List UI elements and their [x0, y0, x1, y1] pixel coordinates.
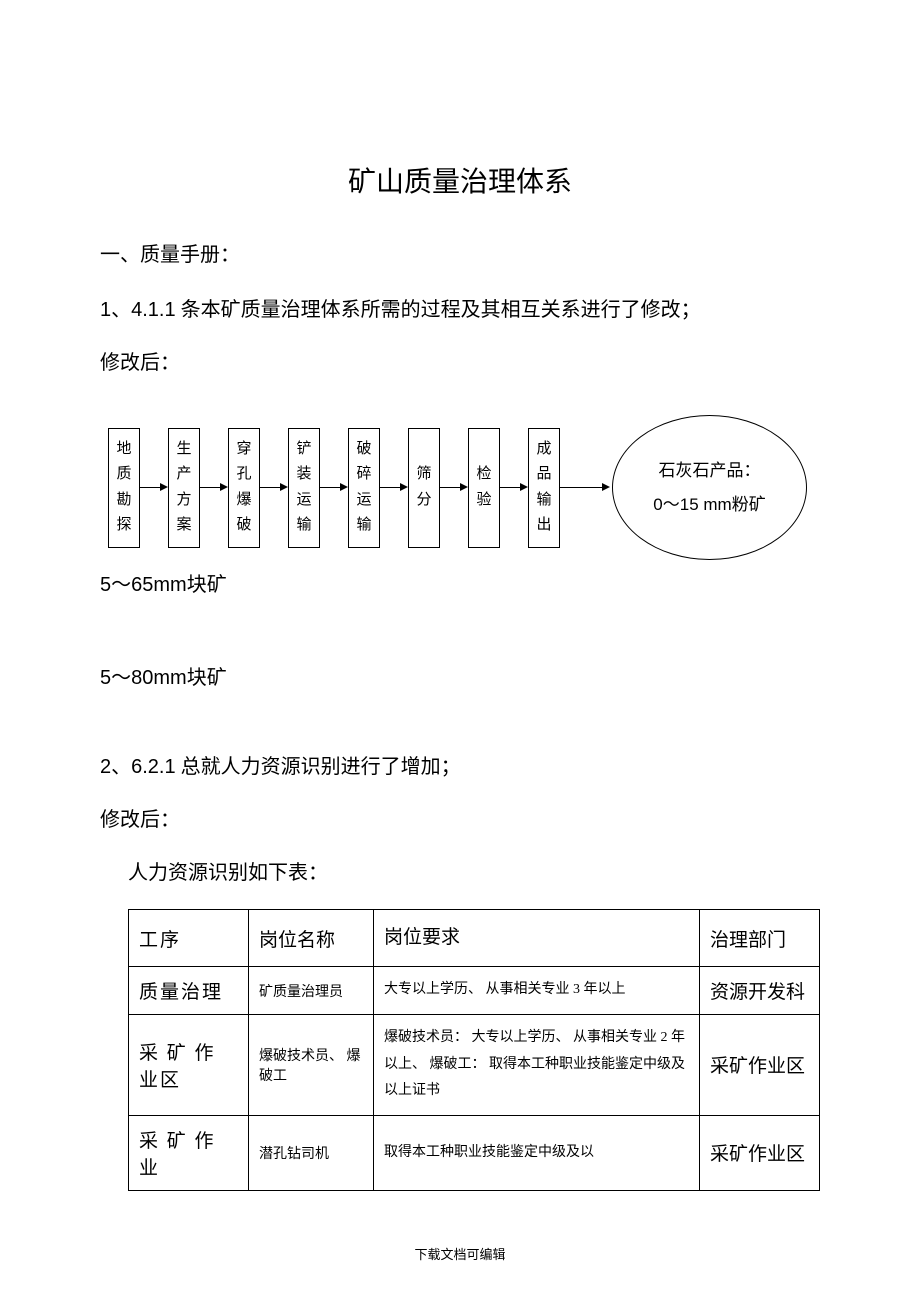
page-title: 矿山质量治理体系: [100, 160, 820, 200]
item-1-prefix: 1、: [100, 299, 131, 321]
th-position: 岗位名称: [249, 910, 374, 967]
cell-department: 采矿作业区: [700, 1115, 820, 1190]
table-header-row: 工序 岗位名称 岗位要求 治理部门: [129, 910, 820, 967]
cell-requirement: 爆破技术员： 大专以上学历、 从事相关专业 2 年以上、 爆破工： 取得本工种职…: [374, 1015, 700, 1116]
item-1-line: 1、4.1.1 条本矿质量治理体系所需的过程及其相互关系进行了修改；: [100, 293, 820, 322]
flow-box-7: 检验: [468, 428, 500, 548]
hr-table: 工序 岗位名称 岗位要求 治理部门 质量治理 矿质量治理员 大专以上学历、 从事…: [128, 909, 820, 1191]
table-row: 采 矿 作 业 潜孔钻司机 取得本工种职业技能鉴定中级及以 采矿作业区: [129, 1115, 820, 1190]
flow-box-5: 破碎运输: [348, 428, 380, 548]
flowchart: 地质勘探 生产方案 穿孔爆破 铲装运输 破碎运输 筛分 检验 成品输出 石灰石产…: [100, 415, 820, 560]
flow-arrow: [560, 487, 610, 488]
cell-process: 采 矿 作 业区: [129, 1015, 249, 1116]
th-requirement: 岗位要求: [374, 910, 700, 967]
table-row: 质量治理 矿质量治理员 大专以上学历、 从事相关专业 3 年以上 资源开发科: [129, 967, 820, 1015]
item-2-number: 6.2.1: [131, 756, 175, 778]
after-modification-label-1: 修改后：: [100, 346, 820, 375]
flow-box-2: 生产方案: [168, 428, 200, 548]
flow-box-6: 筛分: [408, 428, 440, 548]
item-1-number: 4.1.1: [131, 299, 175, 321]
item-2-line: 2、6.2.1 总就人力资源识别进行了增加；: [100, 750, 820, 779]
cell-requirement: 取得本工种职业技能鉴定中级及以: [374, 1115, 700, 1190]
table-intro: 人力资源识别如下表：: [100, 856, 820, 885]
circle-line-2: 0～15 mm粉矿: [653, 488, 765, 522]
cell-department: 资源开发科: [700, 967, 820, 1015]
flow-box-8: 成品输出: [528, 428, 560, 548]
flow-arrow: [260, 487, 288, 488]
table-row: 采 矿 作 业区 爆破技术员、 爆破工 爆破技术员： 大专以上学历、 从事相关专…: [129, 1015, 820, 1116]
spec-line-2: 5～80mm块矿: [100, 661, 820, 690]
flow-arrow: [320, 487, 348, 488]
item-2-text: 总就人力资源识别进行了增加；: [176, 756, 461, 778]
item-2-prefix: 2、: [100, 756, 131, 778]
circle-line-1: 石灰石产品：: [659, 454, 761, 488]
flow-arrow: [140, 487, 168, 488]
section-1-heading: 一、质量手册：: [100, 238, 820, 267]
th-process: 工序: [129, 910, 249, 967]
cell-process: 采 矿 作 业: [129, 1115, 249, 1190]
spec-line-1: 5～65mm块矿: [100, 568, 820, 597]
flow-box-3: 穿孔爆破: [228, 428, 260, 548]
item-1-text: 条本矿质量治理体系所需的过程及其相互关系进行了修改；: [176, 299, 701, 321]
cell-position: 爆破技术员、 爆破工: [249, 1015, 374, 1116]
after-modification-label-2: 修改后：: [100, 803, 820, 832]
cell-position: 潜孔钻司机: [249, 1115, 374, 1190]
flow-output-circle: 石灰石产品： 0～15 mm粉矿: [612, 415, 807, 560]
flow-arrow: [500, 487, 528, 488]
page-footer: 下载文档可编辑: [0, 1244, 920, 1263]
cell-requirement: 大专以上学历、 从事相关专业 3 年以上: [374, 967, 700, 1015]
flow-box-1: 地质勘探: [108, 428, 140, 548]
flow-arrow: [440, 487, 468, 488]
cell-position: 矿质量治理员: [249, 967, 374, 1015]
flow-arrow: [200, 487, 228, 488]
flow-arrow: [380, 487, 408, 488]
flow-box-4: 铲装运输: [288, 428, 320, 548]
cell-department: 采矿作业区: [700, 1015, 820, 1116]
cell-process: 质量治理: [129, 967, 249, 1015]
th-department: 治理部门: [700, 910, 820, 967]
